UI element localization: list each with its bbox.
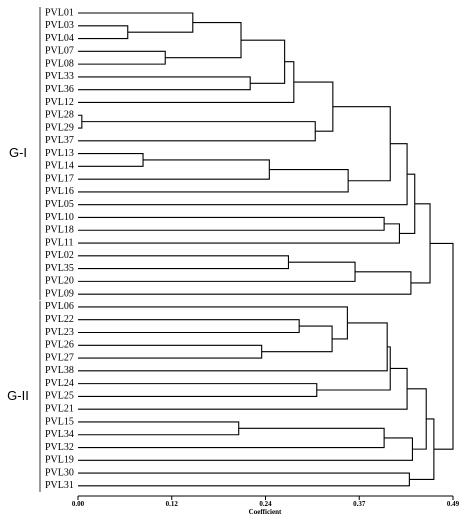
merge (78, 322, 388, 372)
merge (78, 437, 413, 461)
x-tick-label: 0.12 (166, 500, 179, 508)
merge (78, 367, 408, 410)
merge (78, 421, 240, 436)
merge (165, 22, 242, 59)
merge (78, 50, 166, 65)
leaf-label: PVL36 (45, 84, 74, 95)
merge (316, 346, 391, 391)
merge (78, 12, 194, 33)
merge (78, 216, 385, 231)
leaf-label: PVL17 (45, 173, 74, 184)
merge (78, 427, 385, 449)
leaf-label: PVL18 (45, 225, 74, 236)
merge (78, 76, 251, 91)
merge (78, 114, 83, 129)
x-tick-label: 0.00 (72, 500, 85, 508)
merge (78, 121, 316, 142)
merge (78, 61, 295, 104)
leaf-label: PVL31 (45, 480, 74, 491)
merge (78, 25, 129, 40)
merge (261, 325, 333, 353)
leaf-label: PVL33 (45, 71, 74, 82)
leaf-label: PVL29 (45, 122, 74, 133)
merge (409, 418, 435, 481)
leaf-label: PVL02 (45, 250, 74, 261)
merge (430, 242, 454, 450)
leaf-label: PVL20 (45, 276, 74, 287)
leaf-label: PVL21 (45, 403, 74, 414)
leaf-label: PVL32 (45, 442, 74, 453)
x-axis-title: Coefficient (249, 508, 282, 516)
leaf-label: PVL19 (45, 455, 74, 466)
leaf-label: PVL11 (45, 237, 74, 248)
merge (78, 306, 348, 340)
x-tick-label: 0.49 (447, 500, 460, 508)
merge (293, 81, 334, 132)
merge (78, 271, 412, 295)
merge (78, 159, 270, 180)
group-label: G-II (7, 388, 29, 403)
leaf-label: PVL08 (45, 58, 74, 69)
merge (78, 319, 300, 334)
leaf-label: PVL09 (45, 288, 74, 299)
merge (78, 261, 356, 282)
leaf-label: PVL13 (45, 148, 74, 159)
merge (407, 388, 427, 450)
leaf-label: PVL16 (45, 186, 74, 197)
leaf-label: PVL37 (45, 135, 74, 146)
leaf-label: PVL23 (45, 327, 74, 338)
merge (78, 143, 408, 206)
leaf-label: PVL04 (45, 33, 74, 44)
leaf-label: PVL15 (45, 416, 74, 427)
merge (78, 255, 290, 270)
merge (78, 169, 349, 193)
merge (78, 344, 263, 359)
leaf-label: PVL24 (45, 378, 74, 389)
leaf-label: PVL06 (45, 301, 74, 312)
merge (78, 472, 410, 487)
leaf-label: PVL27 (45, 352, 74, 363)
leaf-label: PVL07 (45, 46, 74, 57)
leaf-label: PVL28 (45, 110, 74, 121)
x-tick-label: 0.37 (353, 500, 366, 508)
leaf-label: PVL01 (45, 7, 74, 18)
merge (78, 153, 144, 167)
merge (78, 223, 400, 244)
leaf-label: PVL30 (45, 467, 74, 478)
merge (410, 203, 431, 284)
merge (78, 383, 318, 397)
leaf-label: PVL22 (45, 314, 74, 325)
leaf-label: PVL12 (45, 97, 74, 108)
leaf-label: PVL05 (45, 199, 74, 210)
leaf-label: PVL34 (45, 429, 74, 440)
leaf-label: PVL35 (45, 263, 74, 274)
x-tick-label: 0.24 (259, 500, 272, 508)
leaf-label: PVL10 (45, 212, 74, 223)
leaf-label: PVL14 (45, 161, 74, 172)
leaf-label: PVL03 (45, 20, 74, 31)
leaf-label: PVL25 (45, 391, 74, 402)
leaf-label: PVL38 (45, 365, 74, 376)
group-label: G-I (9, 145, 27, 160)
leaf-label: PVL26 (45, 340, 74, 351)
